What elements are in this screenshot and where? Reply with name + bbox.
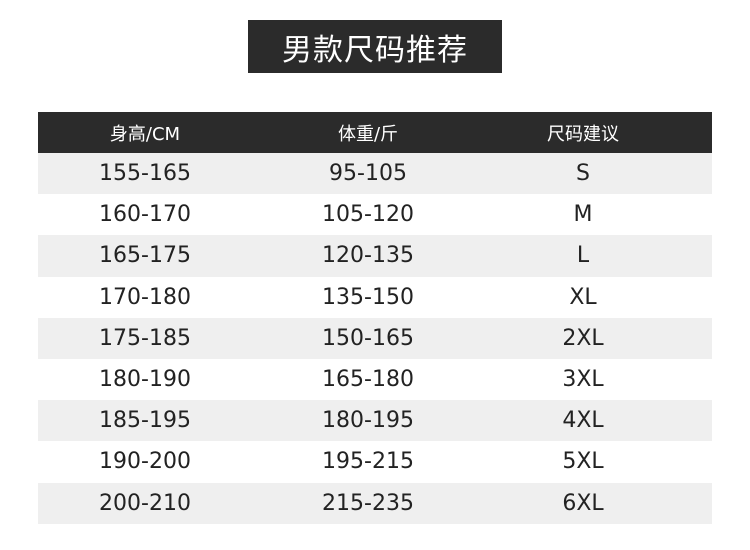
weight-cell: 135-150 (322, 284, 414, 310)
table-row: 180-190 165-180 3XL (38, 359, 712, 400)
weight-cell: 120-135 (322, 243, 414, 269)
table-row: 200-210 215-235 6XL (38, 482, 712, 524)
table-header: 身高/CM 体重/斤 尺码建议 (38, 112, 712, 153)
table-row: 185-195 180-195 4XL (38, 400, 712, 442)
table-row: 190-200 195-215 5XL (38, 441, 712, 482)
size-cell: 4XL (562, 408, 604, 434)
size-table: 身高/CM 体重/斤 尺码建议 155-165 95-105 S 160-170 105… (38, 112, 712, 524)
table-row: 165-175 120-135 L (38, 235, 712, 277)
size-cell: 2XL (562, 325, 604, 351)
size-cell: S (576, 161, 590, 187)
height-cell: 170-180 (99, 284, 191, 310)
header-weight: 体重/斤 (337, 123, 399, 145)
height-cell: 175-185 (99, 325, 191, 351)
size-cell: 3XL (562, 367, 604, 393)
header-height: 身高/CM (109, 123, 181, 145)
size-cell: XL (569, 284, 597, 310)
height-cell: 165-175 (99, 243, 191, 269)
table-row: 160-170 105-120 M (38, 194, 712, 235)
size-cell: M (573, 202, 593, 228)
size-cell: 6XL (562, 490, 604, 516)
table-row: 155-165 95-105 S (38, 153, 712, 195)
height-cell: 155-165 (99, 161, 191, 187)
header-size: 尺码建议 (547, 123, 619, 145)
weight-cell: 95-105 (329, 161, 407, 187)
weight-cell: 180-195 (322, 408, 414, 434)
height-cell: 200-210 (99, 490, 191, 516)
weight-cell: 150-165 (322, 325, 414, 351)
weight-cell: 165-180 (322, 367, 414, 393)
size-cell: 5XL (562, 449, 604, 475)
weight-cell: 215-235 (322, 490, 414, 516)
height-cell: 185-195 (99, 408, 191, 434)
page-title: 男款尺码推荐 (248, 20, 502, 73)
height-cell: 180-190 (99, 367, 191, 393)
size-cell: L (576, 243, 590, 269)
weight-cell: 105-120 (322, 202, 414, 228)
weight-cell: 195-215 (322, 449, 414, 475)
height-cell: 190-200 (99, 449, 191, 475)
table-row: 170-180 135-150 XL (38, 277, 712, 318)
table-row: 175-185 150-165 2XL (38, 317, 712, 359)
height-cell: 160-170 (99, 202, 191, 228)
